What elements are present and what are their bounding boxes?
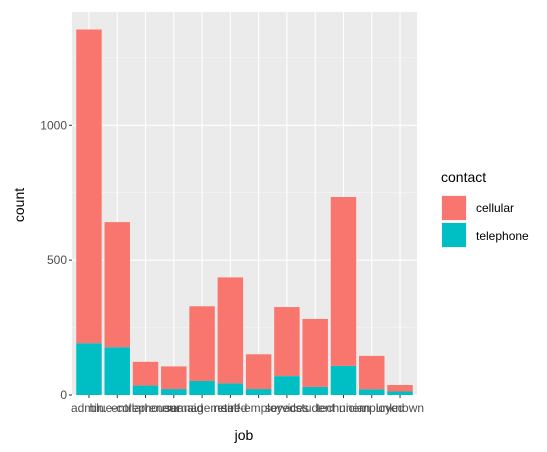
x-tick-label: blue-collar [90, 401, 145, 415]
legend-label-cellular: cellular [476, 201, 514, 215]
bar-telephone-10 [359, 389, 385, 395]
legend-swatch-telephone [442, 223, 466, 247]
bar-cellular-1 [104, 222, 130, 348]
bar-telephone-8 [302, 386, 328, 395]
y-tick-label: 1000 [40, 118, 67, 132]
bars [76, 29, 413, 395]
x-tick-label: entrepreneur [111, 401, 180, 415]
bar-telephone-9 [330, 365, 357, 395]
x-tick-label: services [265, 401, 309, 415]
bar-telephone-4 [189, 380, 215, 395]
legend: contact cellular telephone [441, 169, 529, 248]
legend-label-telephone: telephone [476, 229, 529, 243]
legend-swatch-cellular [442, 196, 466, 220]
bar-telephone-2 [132, 385, 159, 395]
y-tick-label: 0 [60, 388, 67, 402]
x-axis-title: job [234, 427, 254, 443]
x-axis-ticks: admin.blue-collarentrepreneurhousemaidma… [71, 395, 424, 415]
bar-cellular-10 [359, 355, 385, 390]
bar-cellular-2 [132, 361, 159, 386]
bar-cellular-7 [274, 307, 300, 377]
bar-telephone-7 [274, 376, 300, 395]
x-tick-label: technician [316, 401, 370, 415]
bar-cellular-9 [330, 197, 357, 366]
bar-cellular-5 [217, 277, 244, 384]
bar-telephone-11 [387, 391, 413, 395]
bar-telephone-1 [104, 347, 130, 395]
x-tick-label: retired [213, 401, 247, 415]
bar-cellular-3 [161, 366, 187, 390]
bar-telephone-0 [76, 343, 102, 395]
bar-cellular-11 [387, 385, 413, 392]
bar-cellular-4 [189, 306, 215, 381]
x-tick-label: unemployed [339, 401, 404, 415]
y-tick-label: 500 [47, 253, 67, 267]
x-tick-label: housemaid [144, 401, 203, 415]
bar-cellular-0 [76, 29, 102, 344]
x-tick-label: self-employed [221, 401, 296, 415]
bar-cellular-8 [302, 318, 328, 387]
y-axis-ticks: 0 500 1000 [40, 118, 72, 402]
x-tick-label: admin. [71, 401, 107, 415]
x-tick-label: student [296, 401, 336, 415]
bar-telephone-6 [245, 389, 272, 395]
bar-cellular-6 [245, 354, 272, 390]
bar-telephone-5 [217, 383, 244, 395]
x-tick-label: management [167, 401, 238, 415]
x-tick-label: unknown [376, 401, 424, 415]
y-axis-title: count [11, 188, 27, 222]
bar-telephone-3 [161, 389, 187, 395]
legend-title: contact [441, 169, 486, 185]
